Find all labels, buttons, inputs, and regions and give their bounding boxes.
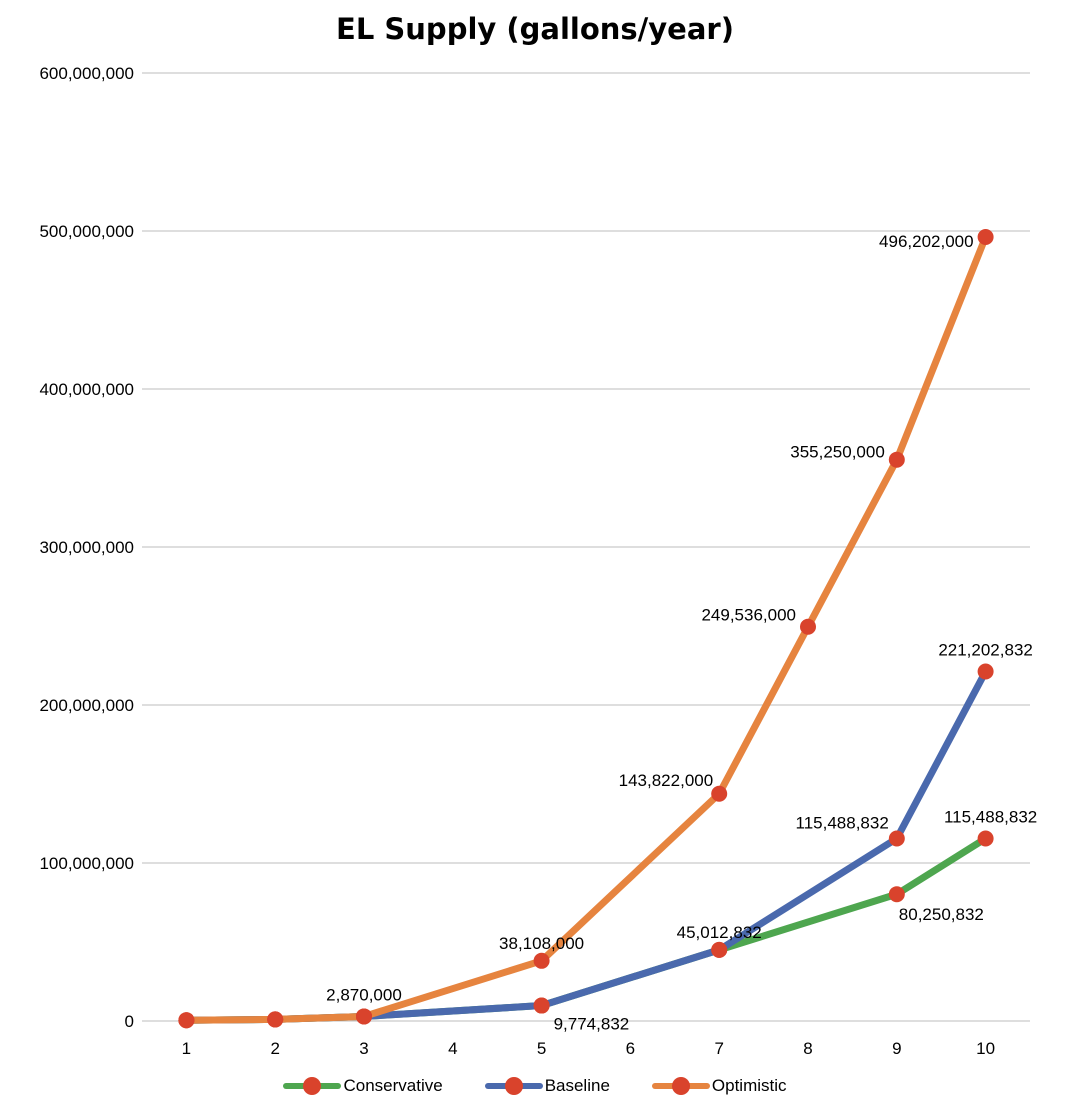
- marker-optimistic: [977, 229, 994, 246]
- legend-marker-icon: [303, 1077, 322, 1095]
- data-label-conservative: 80,250,832: [899, 905, 984, 924]
- legend-marker-icon: [504, 1077, 523, 1095]
- x-tick-label: 7: [714, 1039, 723, 1058]
- legend: Conservative Baseline Optimistic: [0, 1075, 1070, 1097]
- legend-swatch-conservative: [283, 1075, 342, 1097]
- y-tick-label: 100,000,000: [39, 854, 134, 873]
- x-tick-label: 3: [359, 1039, 368, 1058]
- series-lines: [182, 233, 990, 1024]
- data-label-baseline: 45,012,832: [677, 923, 762, 942]
- legend-label-conservative: Conservative: [343, 1076, 443, 1095]
- data-label-optimistic: 355,250,000: [790, 443, 885, 462]
- marker-baseline: [711, 941, 728, 958]
- y-tick-label: 600,000,000: [39, 64, 134, 83]
- marker-optimistic: [356, 1008, 372, 1025]
- x-tick-label: 1: [182, 1039, 191, 1058]
- marker-baseline: [533, 997, 550, 1014]
- y-tick-label: 400,000,000: [39, 380, 134, 399]
- x-tick-label: 10: [976, 1039, 995, 1058]
- marker-baseline: [888, 830, 905, 847]
- x-tick-label: 2: [270, 1039, 279, 1058]
- data-label-optimistic: 38,108,000: [499, 934, 584, 953]
- data-label-optimistic: 2,870,000: [326, 985, 402, 1004]
- x-tick-label: 9: [892, 1039, 901, 1058]
- data-label-conservative: 115,488,832: [944, 808, 1037, 827]
- y-tick-label: 300,000,000: [39, 538, 134, 557]
- chart-title: EL Supply (gallons/year): [336, 12, 734, 46]
- marker-optimistic: [533, 952, 550, 969]
- y-tick-label: 500,000,000: [39, 222, 134, 241]
- marker-conservative: [888, 886, 905, 903]
- data-label-baseline: 115,488,832: [796, 814, 889, 833]
- series-line-optimistic: [182, 233, 990, 1024]
- data-labels: 80,250,832 115,488,832 9,774,832 45,012,832…: [326, 232, 1037, 1034]
- marker-conservative: [977, 830, 994, 847]
- series-line-baseline: [182, 667, 990, 1024]
- line-chart: 0 100,000,000 200,000,000 300,000,000 400,00…: [39, 64, 1037, 1058]
- x-tick-label: 4: [448, 1039, 457, 1058]
- y-tick-label: 200,000,000: [39, 696, 134, 715]
- y-tick-label: 0: [125, 1012, 134, 1031]
- marker-baseline: [977, 663, 994, 680]
- data-label-baseline: 221,202,832: [938, 640, 1033, 659]
- x-tick-label: 5: [537, 1039, 546, 1058]
- x-tick-label: 6: [626, 1039, 635, 1058]
- marker-optimistic: [888, 451, 905, 468]
- legend-item-baseline[interactable]: Baseline: [484, 1075, 610, 1097]
- legend-marker-icon: [671, 1077, 690, 1095]
- legend-label-optimistic: Optimistic: [711, 1076, 787, 1095]
- data-label-optimistic: 143,822,000: [619, 771, 714, 790]
- data-label-baseline: 9,774,832: [554, 1015, 630, 1034]
- series-markers: [178, 229, 994, 1029]
- legend-item-conservative[interactable]: Conservative: [283, 1075, 443, 1097]
- legend-swatch-optimistic: [651, 1075, 710, 1097]
- data-label-optimistic: 496,202,000: [879, 232, 974, 251]
- legend-swatch-baseline: [484, 1075, 543, 1097]
- legend-item-optimistic[interactable]: Optimistic: [651, 1075, 787, 1097]
- marker-optimistic: [711, 785, 728, 802]
- data-label-optimistic: 249,536,000: [701, 606, 796, 625]
- x-tick-label: 8: [803, 1039, 812, 1058]
- marker-optimistic: [267, 1011, 284, 1028]
- marker-optimistic: [178, 1012, 195, 1029]
- legend-label-baseline: Baseline: [544, 1076, 610, 1095]
- y-axis-ticks: 0 100,000,000 200,000,000 300,000,000 400,00…: [39, 64, 134, 1031]
- x-axis-ticks: 1 2 3 4 5 6 7 8 9 10: [182, 1039, 995, 1058]
- marker-optimistic: [800, 618, 816, 635]
- gridlines: [142, 72, 1030, 1022]
